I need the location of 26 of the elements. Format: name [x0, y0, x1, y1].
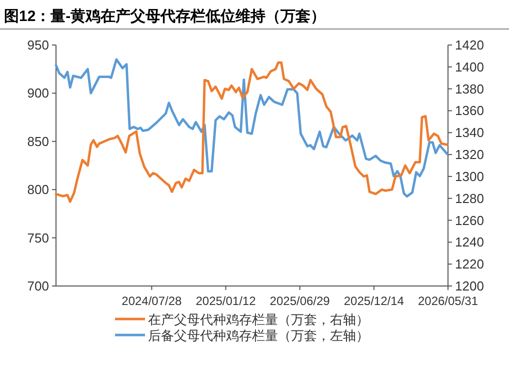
y-tick-label: 850: [27, 134, 49, 149]
legend-label: 在产父母代种鸡存栏量（万套，右轴）: [148, 312, 369, 327]
y-tick-label: 750: [27, 230, 49, 246]
y2-tick-label: 1420: [455, 38, 484, 52]
legend-label: 后备父母代种鸡存栏量（万套，左轴）: [148, 328, 369, 343]
x-tick-label: 2025/12/14: [344, 294, 404, 308]
y2-tick-label: 1280: [455, 190, 484, 206]
y-tick-label: 900: [27, 86, 49, 101]
y2-tick-label: 1400: [455, 59, 484, 74]
y-tick-label: 700: [27, 278, 49, 294]
y2-tick-label: 1240: [455, 234, 484, 250]
y2-tick-label: 1220: [455, 256, 484, 272]
x-tick-label: 2026/05/31: [418, 294, 478, 308]
y2-tick-label: 1340: [455, 125, 484, 140]
y2-tick-label: 1360: [455, 103, 484, 118]
chart-title: 图12：量-黄鸡在产父母代存栏低位维持（万套）: [4, 7, 326, 25]
x-tick-label: 2025/01/12: [196, 294, 256, 308]
y2-tick-label: 1300: [455, 168, 484, 184]
y2-tick-label: 1380: [455, 81, 484, 96]
y2-tick-label: 1320: [455, 147, 484, 162]
y2-tick-label: 1200: [455, 278, 484, 294]
x-tick-label: 2024/07/28: [122, 294, 182, 308]
y-tick-label: 800: [27, 182, 49, 198]
y2-tick-label: 1260: [455, 212, 484, 228]
x-tick-label: 2025/06/29: [270, 294, 330, 308]
y-tick-label: 950: [27, 38, 49, 52]
